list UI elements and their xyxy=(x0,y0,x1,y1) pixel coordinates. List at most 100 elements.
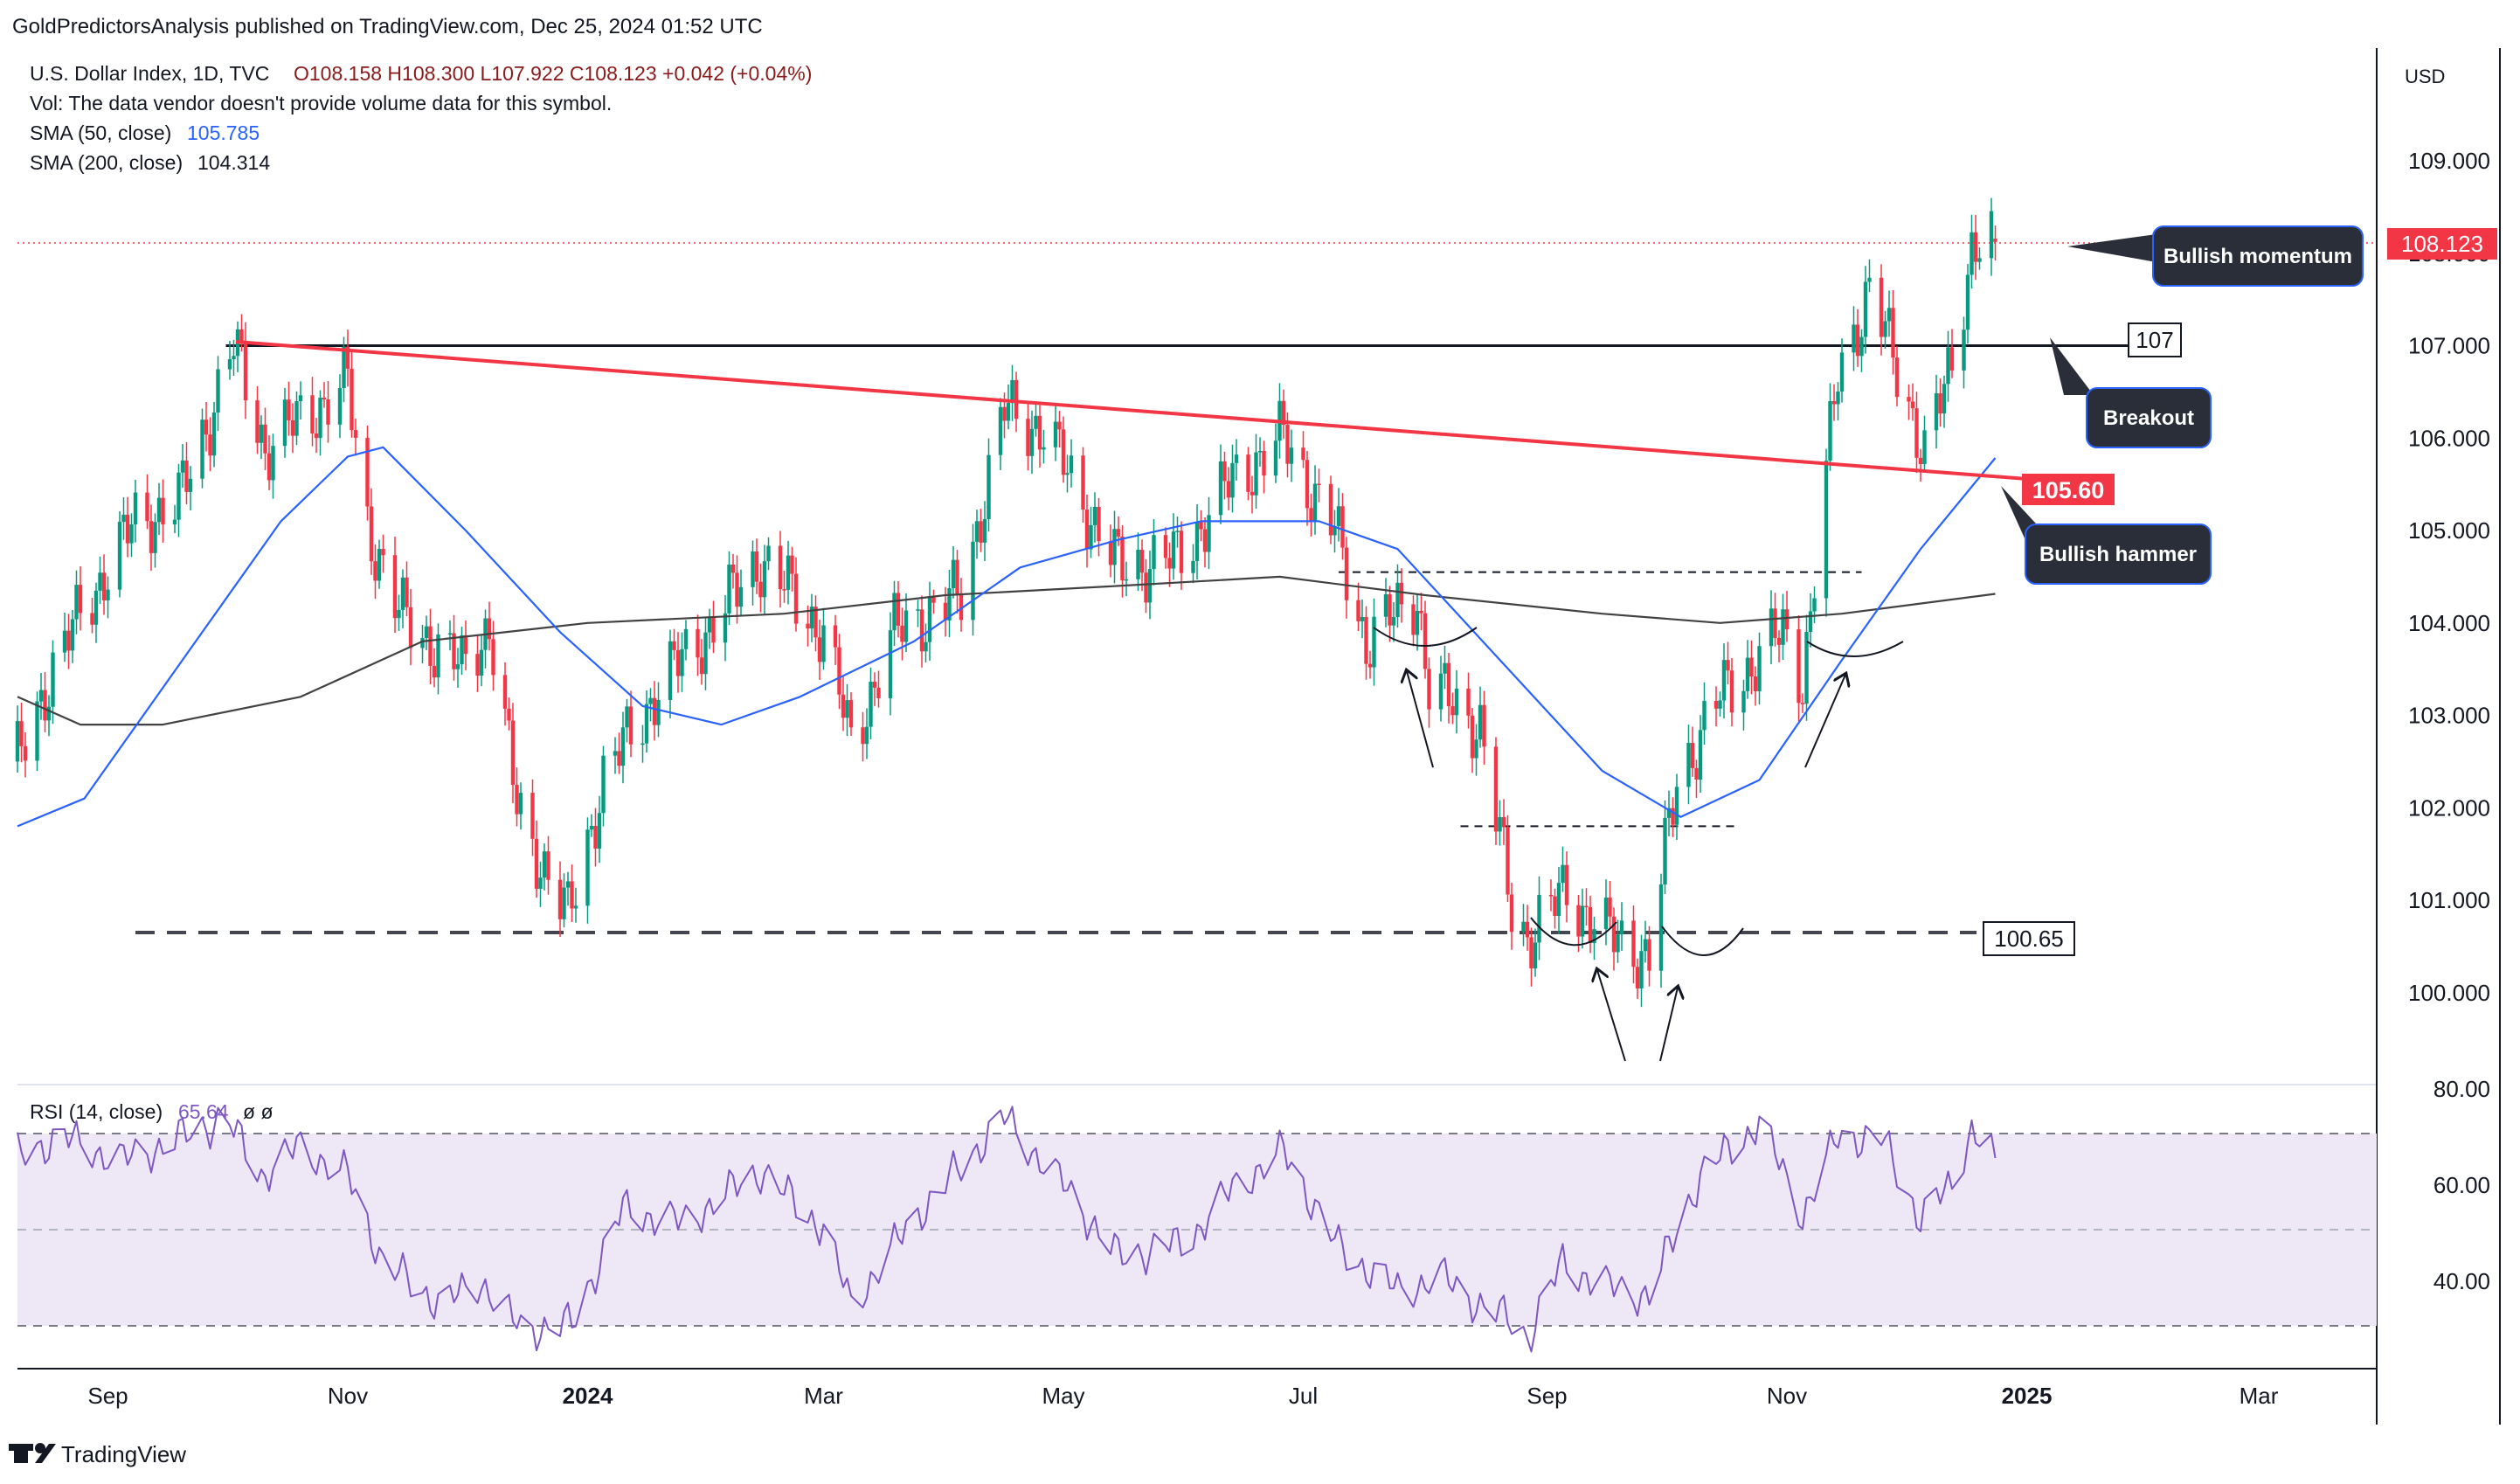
candle xyxy=(129,513,134,558)
candle xyxy=(1894,346,1900,406)
time-axis-label: Sep xyxy=(87,1383,128,1409)
candle xyxy=(133,479,138,543)
candle xyxy=(1584,888,1589,926)
candle xyxy=(1556,867,1561,934)
candle xyxy=(211,402,217,468)
time-axis-label: Mar xyxy=(804,1383,843,1409)
candle xyxy=(487,601,492,651)
candle xyxy=(1037,405,1042,468)
candle xyxy=(1446,653,1451,724)
legend-sma50-label: SMA (50, close) xyxy=(30,121,171,144)
resistance-trendline xyxy=(235,340,2028,481)
candle xyxy=(35,691,39,772)
candle xyxy=(15,705,20,773)
candle xyxy=(1364,606,1368,680)
candle xyxy=(1167,542,1172,587)
candle xyxy=(243,322,248,420)
candle xyxy=(1989,198,1994,276)
candle xyxy=(1029,410,1035,475)
candle xyxy=(1010,364,1014,421)
candle xyxy=(216,356,220,432)
candle xyxy=(1344,537,1349,619)
candle xyxy=(738,569,744,617)
candle xyxy=(1419,593,1423,631)
arrow-oct xyxy=(1804,675,1845,768)
candle xyxy=(259,415,264,460)
candle xyxy=(432,648,437,688)
candle xyxy=(397,594,401,631)
candle xyxy=(420,624,425,663)
candle xyxy=(845,683,849,737)
arrow-jul xyxy=(1407,671,1434,768)
candle xyxy=(46,695,52,737)
candle xyxy=(1548,879,1554,912)
candle xyxy=(1246,447,1250,501)
candle xyxy=(900,607,904,661)
candle xyxy=(1592,916,1596,960)
candle xyxy=(1824,448,1829,617)
arrow-sep xyxy=(1659,988,1678,1062)
pattern-arc-aug xyxy=(1530,917,1617,947)
candle xyxy=(593,808,598,867)
level-107-label: 107 xyxy=(2136,327,2173,353)
candle xyxy=(1973,214,1978,281)
candle xyxy=(947,569,952,637)
candle xyxy=(1108,524,1113,578)
candle xyxy=(452,614,456,681)
price-axis-tick: 105.000 xyxy=(2408,517,2490,544)
candle xyxy=(1454,669,1459,734)
candle xyxy=(518,782,523,830)
candle xyxy=(998,398,1003,470)
rsi-axis-tick: 40.00 xyxy=(2433,1268,2490,1294)
candle xyxy=(974,510,980,559)
candle xyxy=(793,557,799,632)
candle xyxy=(1859,329,1864,372)
candle xyxy=(1537,876,1541,960)
candle xyxy=(1006,384,1011,430)
candle xyxy=(298,381,303,420)
candle xyxy=(1057,411,1062,447)
candle xyxy=(287,381,291,436)
candle xyxy=(62,612,67,662)
candle xyxy=(381,534,385,573)
candle xyxy=(1493,737,1499,845)
candle xyxy=(314,418,319,454)
candle xyxy=(1918,448,1923,482)
footer-brand[interactable]: TradingView xyxy=(61,1441,186,1467)
candle xyxy=(460,627,464,676)
candle xyxy=(872,672,877,706)
candle xyxy=(1061,416,1066,483)
candle xyxy=(766,537,771,571)
price-axis-tick: 107.000 xyxy=(2408,333,2490,359)
candle xyxy=(876,670,881,708)
candle xyxy=(1395,564,1400,628)
candle xyxy=(180,444,185,489)
candle xyxy=(1191,544,1195,584)
candle xyxy=(1616,919,1620,963)
currency-label[interactable]: USD xyxy=(2405,66,2445,87)
candle xyxy=(200,408,204,489)
candle xyxy=(373,544,377,600)
candle xyxy=(1686,725,1691,805)
candle xyxy=(1136,532,1140,592)
candle xyxy=(1949,329,1955,378)
candle xyxy=(106,576,110,619)
candle xyxy=(23,732,28,778)
candle xyxy=(1942,375,1947,428)
candle xyxy=(1336,488,1341,542)
price-axis-tick: 102.000 xyxy=(2408,794,2490,821)
candle xyxy=(833,614,838,665)
candle xyxy=(153,513,157,568)
tradingview-logo-icon xyxy=(9,1443,56,1463)
candle xyxy=(1965,264,1970,344)
level-10560-box xyxy=(2022,474,2115,505)
breakout-text: Breakout xyxy=(2103,406,2194,430)
candle xyxy=(711,600,716,654)
bullish-hammer-callout xyxy=(2025,524,2212,585)
legend-symbol: U.S. Dollar Index, 1D, TVC xyxy=(30,62,269,85)
candle xyxy=(896,581,901,638)
candle xyxy=(98,556,102,604)
candle xyxy=(51,640,55,725)
candle xyxy=(353,418,358,456)
